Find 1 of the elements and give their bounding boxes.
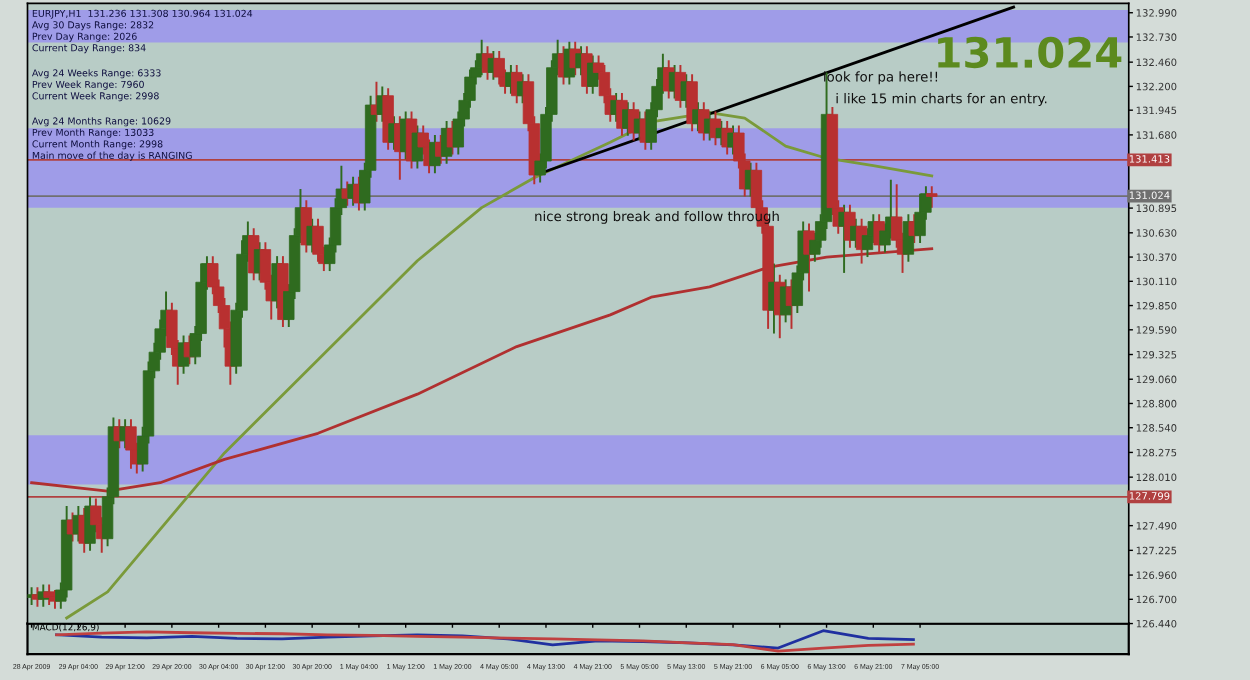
annotation: 131.024 xyxy=(938,36,1122,69)
